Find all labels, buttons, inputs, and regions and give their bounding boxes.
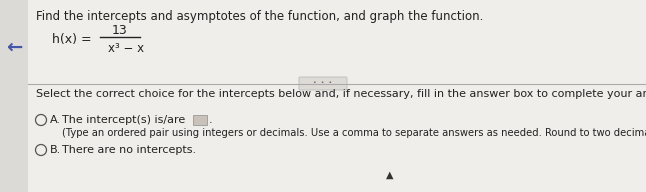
- FancyBboxPatch shape: [193, 115, 207, 125]
- FancyBboxPatch shape: [299, 77, 347, 90]
- FancyBboxPatch shape: [0, 0, 28, 192]
- Text: ▲: ▲: [386, 170, 394, 180]
- Text: B.: B.: [50, 145, 61, 155]
- Text: x³ − x: x³ − x: [108, 41, 144, 55]
- Text: •  •  •: • • •: [313, 80, 333, 85]
- Text: Select the correct choice for the intercepts below and, if necessary, fill in th: Select the correct choice for the interc…: [36, 89, 646, 99]
- Text: Find the intercepts and asymptotes of the function, and graph the function.: Find the intercepts and asymptotes of th…: [36, 10, 483, 23]
- Text: .: .: [209, 115, 213, 125]
- Text: ←: ←: [6, 37, 22, 56]
- Text: The intercept(s) is/are: The intercept(s) is/are: [62, 115, 185, 125]
- Text: (Type an ordered pair using integers or decimals. Use a comma to separate answer: (Type an ordered pair using integers or …: [62, 128, 646, 138]
- Text: h(x) =: h(x) =: [52, 33, 92, 46]
- Text: There are no intercepts.: There are no intercepts.: [62, 145, 196, 155]
- Text: A.: A.: [50, 115, 61, 125]
- Text: 13: 13: [112, 23, 128, 36]
